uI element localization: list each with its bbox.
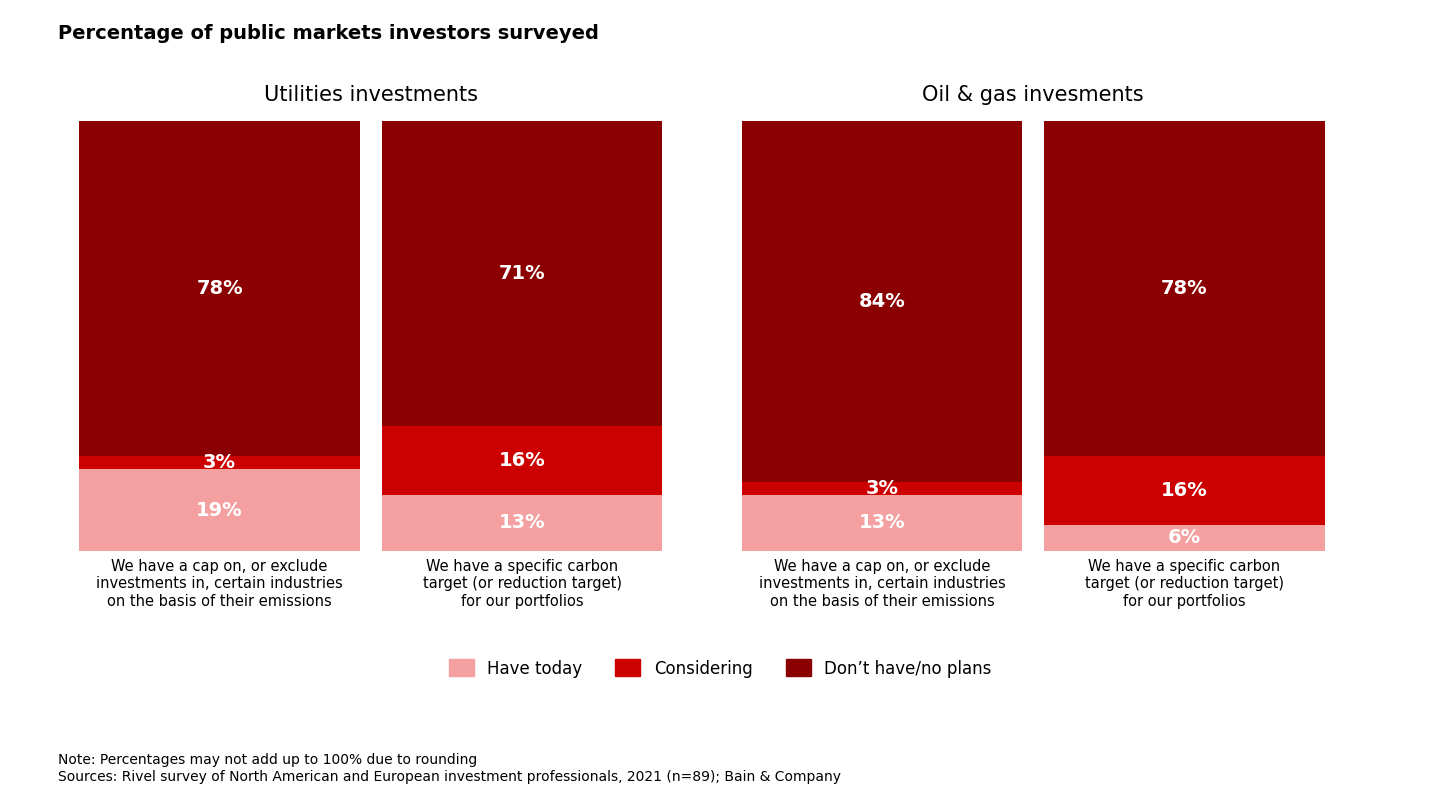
Bar [382, 495, 662, 551]
Text: 78%: 78% [1161, 279, 1208, 298]
Bar [742, 122, 1022, 482]
Text: We have a cap on, or exclude
investments in, certain industries
on the basis of : We have a cap on, or exclude investments… [96, 559, 343, 608]
Text: Oil & gas invesments: Oil & gas invesments [923, 85, 1143, 105]
Text: 13%: 13% [498, 514, 546, 532]
Text: We have a cap on, or exclude
investments in, certain industries
on the basis of : We have a cap on, or exclude investments… [759, 559, 1005, 608]
Bar [742, 482, 1022, 495]
Text: 16%: 16% [498, 451, 546, 470]
Bar [79, 122, 360, 456]
Text: Percentage of public markets investors surveyed: Percentage of public markets investors s… [58, 24, 599, 43]
Text: We have a specific carbon
target (or reduction target)
for our portfolios: We have a specific carbon target (or red… [1084, 559, 1284, 608]
Bar [79, 469, 360, 551]
Text: 84%: 84% [858, 292, 906, 311]
Text: We have a specific carbon
target (or reduction target)
for our portfolios: We have a specific carbon target (or red… [422, 559, 622, 608]
Bar [742, 495, 1022, 551]
Text: 78%: 78% [196, 279, 243, 298]
Bar [382, 426, 662, 495]
Bar [1044, 122, 1325, 456]
Text: 13%: 13% [858, 514, 906, 532]
Text: 3%: 3% [865, 479, 899, 498]
Text: 6%: 6% [1168, 528, 1201, 548]
Text: 3%: 3% [203, 454, 236, 472]
Text: 16%: 16% [1161, 481, 1208, 501]
Bar [79, 456, 360, 469]
Legend: Have today, Considering, Don’t have/no plans: Have today, Considering, Don’t have/no p… [442, 653, 998, 684]
Bar [382, 122, 662, 426]
Text: Note: Percentages may not add up to 100% due to rounding
Sources: Rivel survey o: Note: Percentages may not add up to 100%… [58, 753, 841, 783]
Bar [1044, 525, 1325, 551]
Bar [1044, 456, 1325, 525]
Text: 71%: 71% [498, 264, 546, 284]
Text: 19%: 19% [196, 501, 243, 519]
Text: Utilities investments: Utilities investments [264, 85, 478, 105]
